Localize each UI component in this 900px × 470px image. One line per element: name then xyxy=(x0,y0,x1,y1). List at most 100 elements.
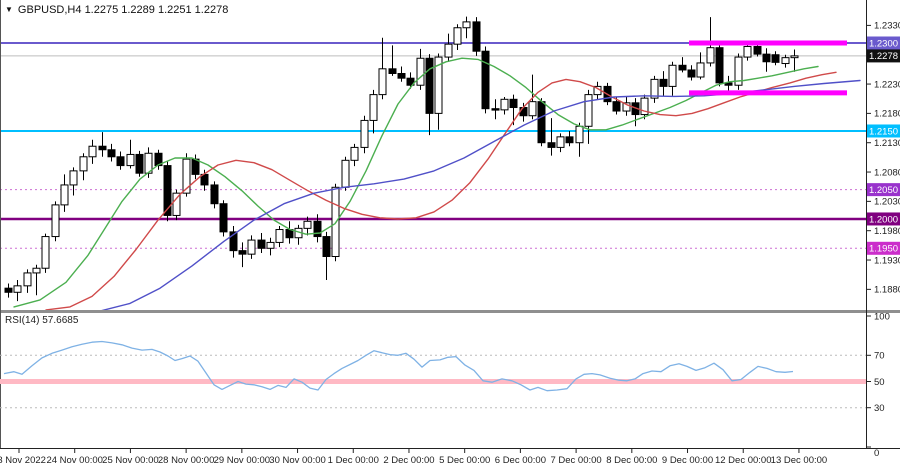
candle-bear xyxy=(397,66,406,82)
candle-bull xyxy=(350,143,359,167)
pane-separator[interactable] xyxy=(0,310,900,313)
candle-bull xyxy=(790,49,799,72)
candle-bear xyxy=(4,283,13,298)
candle-bear xyxy=(481,46,490,114)
candle-bull xyxy=(13,279,22,302)
candle-bull xyxy=(88,139,97,164)
candle-bull xyxy=(584,89,593,144)
candle-bear xyxy=(472,17,481,56)
x-axis-label: 1 Dec 00:00 xyxy=(328,455,379,466)
candle-bear xyxy=(547,118,556,156)
candle-bull xyxy=(303,216,312,236)
candle-bear xyxy=(219,200,228,237)
symbol-timeframe-label: GBPUSD,H4 xyxy=(17,4,82,16)
y-axis-label: 1.2330 xyxy=(874,21,900,32)
candle-bull xyxy=(51,201,60,242)
candle-bear xyxy=(537,98,546,147)
candle-bull xyxy=(360,115,369,154)
price-badge: 1.2300 xyxy=(867,36,900,50)
candle-bull xyxy=(500,96,509,115)
candle-bear xyxy=(715,44,724,87)
candle-bear xyxy=(425,54,434,136)
candle-bear xyxy=(210,181,219,209)
candle-bull xyxy=(453,24,462,51)
candle-bull xyxy=(668,61,677,96)
candle-bull xyxy=(341,156,350,191)
candle-bull xyxy=(23,269,32,293)
candle-bull xyxy=(294,224,303,245)
y-axis-label: 1.2130 xyxy=(874,138,900,149)
rsi-axis-label: 70 xyxy=(874,351,885,362)
rsi-indicator-label: RSI(14) 57.6685 xyxy=(5,315,78,326)
candle-bull xyxy=(247,235,256,259)
x-axis-label: 9 Dec 00:00 xyxy=(662,455,713,466)
rsi-name: RSI(14) xyxy=(5,315,40,326)
candle-bull xyxy=(444,33,453,62)
candle-bull xyxy=(126,139,135,169)
x-axis-label: 7 Dec 00:00 xyxy=(550,455,601,466)
candlestick-series xyxy=(4,16,799,302)
candle-bear xyxy=(491,99,500,120)
price-badge: 1.2150 xyxy=(867,124,900,138)
candle-bear xyxy=(406,72,415,89)
candle-bull xyxy=(275,226,284,248)
candle-bear xyxy=(388,45,397,76)
candle-bear xyxy=(687,65,696,81)
candle-bull xyxy=(556,133,565,153)
candle-bear xyxy=(163,161,172,222)
candle-bull xyxy=(781,54,790,68)
rsi-line xyxy=(3,340,794,392)
candle-bear xyxy=(229,226,238,258)
x-axis-label: 6 Dec 00:00 xyxy=(495,455,546,466)
candle-bear xyxy=(116,151,125,170)
y-axis-label: 1.1880 xyxy=(874,285,900,296)
rsi-level-50-band xyxy=(0,379,866,384)
chart-collapse-icon[interactable]: ▼ xyxy=(5,5,13,14)
candle-bear xyxy=(107,143,116,162)
candle-bear xyxy=(98,132,107,157)
x-axis-label: 24 Nov 00:00 xyxy=(46,455,103,466)
price-badge-label: 1.2278 xyxy=(869,51,898,62)
candle-bull xyxy=(79,153,88,181)
support-zone-line[interactable] xyxy=(689,90,847,96)
price-axis[interactable]: 1.2330 1.2230 1.2180 1.2130 1.2080 1.2030 1.19… xyxy=(866,21,900,459)
price-badge-label: 1.2000 xyxy=(869,214,898,225)
x-axis-label: 8 Dec 00:00 xyxy=(606,455,657,466)
price-badge: 1.1950 xyxy=(867,241,900,255)
candle-bull xyxy=(575,122,584,157)
x-axis-label: 5 Dec 00:00 xyxy=(439,455,490,466)
candle-bull xyxy=(172,189,181,221)
price-badge-label: 1.2150 xyxy=(869,126,898,137)
candle-bull xyxy=(378,37,387,100)
candle-bull xyxy=(41,233,50,273)
y-axis-label: 1.1980 xyxy=(874,226,900,237)
candle-bull xyxy=(60,174,69,212)
rsi-value: 57.6685 xyxy=(42,315,79,326)
candle-bull xyxy=(69,167,78,196)
x-axis-label: 25 Nov 00:00 xyxy=(102,455,159,466)
resistance-zone-line[interactable] xyxy=(689,40,847,46)
candle-bull xyxy=(696,52,705,80)
candle-bear xyxy=(313,214,322,243)
candle-bear xyxy=(154,149,163,170)
candle-bear xyxy=(631,98,640,127)
candle-bull xyxy=(416,48,425,90)
candle-bull xyxy=(434,53,443,130)
x-axis-label: 12 Dec 00:00 xyxy=(715,455,772,466)
y-axis-label: 1.2030 xyxy=(874,197,900,208)
y-axis-label: 1.2080 xyxy=(874,167,900,178)
price-badge-label: 1.2050 xyxy=(869,185,898,196)
candle-bull xyxy=(369,89,378,134)
ohlc-values: 1.2275 1.2289 1.2251 1.2278 xyxy=(84,4,229,16)
x-axis-label: 2 Dec 00:00 xyxy=(383,455,434,466)
candle-bear xyxy=(659,71,668,96)
price-badge: 1.2278 xyxy=(867,49,900,63)
candle-bull xyxy=(266,237,275,256)
price-badge-label: 1.2300 xyxy=(869,38,898,49)
candle-bull xyxy=(462,16,471,39)
candle-bear xyxy=(322,231,331,280)
candle-bear xyxy=(135,150,144,177)
